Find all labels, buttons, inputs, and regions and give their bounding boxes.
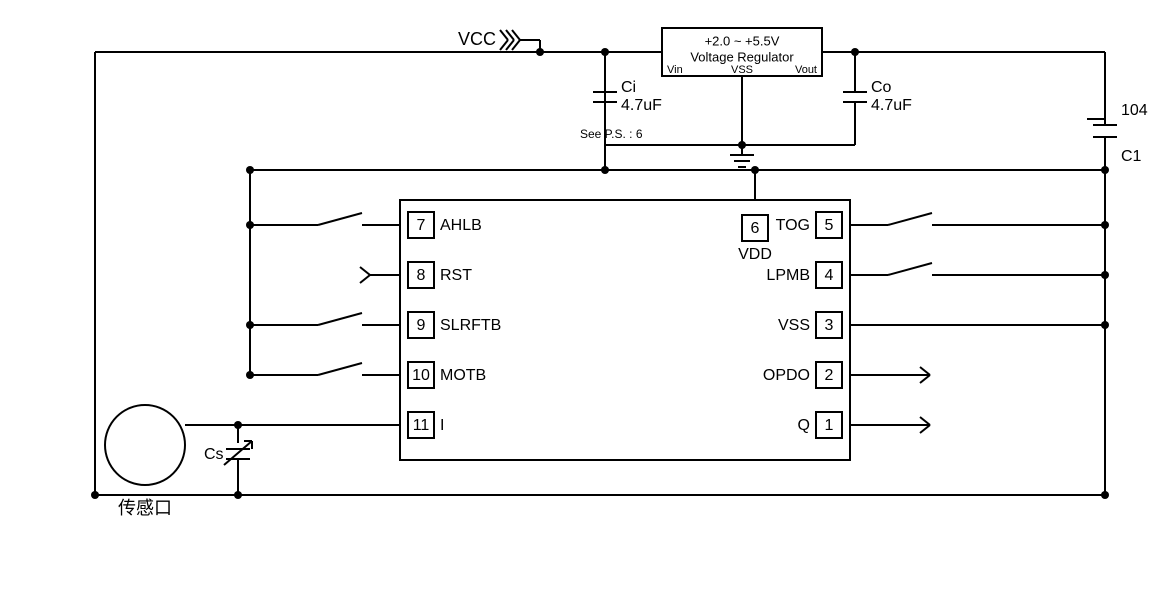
svg-text:Vin: Vin bbox=[667, 64, 683, 76]
svg-text:11: 11 bbox=[413, 417, 430, 434]
svg-text:Ci: Ci bbox=[621, 79, 636, 96]
svg-text:4.7uF: 4.7uF bbox=[871, 97, 912, 114]
svg-text:8: 8 bbox=[417, 267, 426, 284]
svg-text:3: 3 bbox=[825, 317, 834, 334]
svg-text:SLRFTB: SLRFTB bbox=[440, 317, 501, 334]
svg-text:4: 4 bbox=[825, 267, 834, 284]
svg-text:VSS: VSS bbox=[731, 64, 753, 76]
svg-text:Vout: Vout bbox=[795, 64, 817, 76]
svg-text:10: 10 bbox=[412, 367, 430, 384]
svg-text:VSS: VSS bbox=[778, 317, 810, 334]
svg-text:TOG: TOG bbox=[776, 217, 810, 234]
regulator-title: +2.0 ~ +5.5V bbox=[705, 33, 780, 48]
svg-text:VDD: VDD bbox=[738, 246, 772, 263]
svg-text:9: 9 bbox=[417, 317, 426, 334]
svg-text:I: I bbox=[440, 417, 444, 434]
svg-text:7: 7 bbox=[417, 217, 426, 234]
c1-name: C1 bbox=[1121, 148, 1142, 165]
svg-text:OPDO: OPDO bbox=[763, 367, 810, 384]
sensor-label: 传感口 bbox=[118, 498, 172, 518]
svg-text:Co: Co bbox=[871, 79, 892, 96]
sensor-pad bbox=[105, 405, 185, 485]
schematic: 7 AHLB 8 RST 9 SLRFTB 10 MOTB 11 I 5 TOG 4 LPMB 3 VSS 2O… bbox=[0, 0, 1161, 604]
svg-text:AHLB: AHLB bbox=[440, 217, 482, 234]
svg-text:1: 1 bbox=[825, 417, 834, 434]
cs-label: Cs bbox=[204, 446, 224, 463]
svg-text:2: 2 bbox=[825, 367, 834, 384]
svg-text:6: 6 bbox=[751, 220, 760, 237]
regulator-subtitle: Voltage Regulator bbox=[690, 49, 794, 64]
vcc-label: VCC bbox=[458, 29, 496, 49]
svg-text:LPMB: LPMB bbox=[766, 267, 810, 284]
note-ps6: See P.S. : 6 bbox=[580, 127, 643, 141]
svg-text:RST: RST bbox=[440, 267, 472, 284]
svg-text:4.7uF: 4.7uF bbox=[621, 97, 662, 114]
svg-text:Q: Q bbox=[798, 417, 810, 434]
svg-text:5: 5 bbox=[825, 217, 834, 234]
c1-value: 104 bbox=[1121, 102, 1148, 119]
svg-text:MOTB: MOTB bbox=[440, 367, 486, 384]
